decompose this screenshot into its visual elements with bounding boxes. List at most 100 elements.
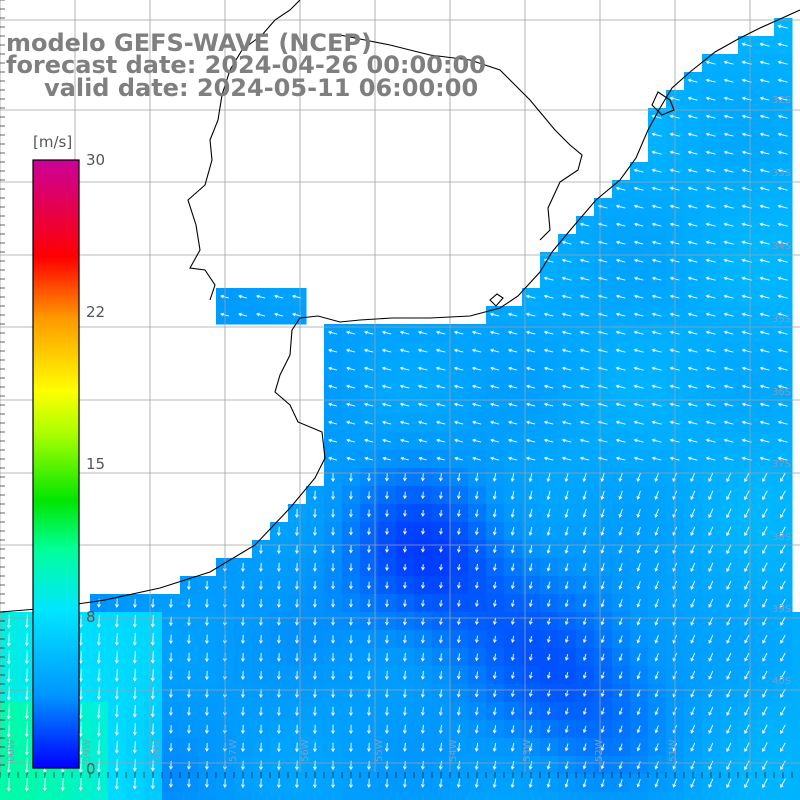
wind-arrow [528,760,533,770]
wind-arrow [726,562,732,572]
wind-arrow [402,760,407,770]
wind-speed-cell [108,792,127,800]
wind-arrow [489,330,500,335]
wind-arrow [453,348,464,353]
wind-arrow [258,598,263,608]
wind-arrow [490,456,500,461]
wind-arrow [366,778,371,789]
wind-arrow [543,420,554,425]
wind-arrow [654,472,660,482]
wind-speed-cell [0,792,19,800]
wind-arrow [744,562,750,572]
wind-arrow [132,777,137,790]
wind-arrow [492,545,497,554]
wind-arrow [507,348,518,353]
wind-arrow [294,580,299,590]
wind-speed-cell [18,792,37,800]
wind-arrow [346,330,356,335]
wind-arrow [399,348,410,353]
longitude-label: 54W [448,739,459,762]
wind-arrow [402,599,407,608]
wind-arrow [600,707,605,716]
wind-arrow [600,671,605,680]
wind-arrow [168,743,173,752]
wind-arrow [456,473,461,482]
wind-arrow [579,402,590,407]
wind-arrow [543,330,554,335]
wind-arrow [759,222,770,227]
wind-arrow [546,761,551,770]
wind-speed-cell [252,792,271,800]
wind-arrow [561,366,572,371]
wind-arrow [186,634,191,645]
wind-arrow [238,294,248,299]
wind-arrow [474,760,479,770]
wind-arrow [384,724,389,734]
wind-arrow [331,527,335,536]
wind-arrow [762,760,768,771]
wind-arrow [385,581,389,590]
wind-arrow [508,438,518,443]
wind-arrow [690,544,696,554]
colorbar-tick: 15 [86,455,106,473]
wind-arrow [705,222,716,227]
wind-arrow [366,652,371,662]
wind-arrow [582,761,587,770]
delta-outline [489,293,504,307]
wind-arrow [418,438,428,443]
wind-arrow [24,614,29,629]
wind-arrow [651,384,662,389]
wind-arrow [633,456,644,461]
wind-speed-cell [792,738,800,757]
wind-arrow [654,544,659,554]
wind-arrow [546,653,551,661]
wind-arrow [705,420,716,425]
wind-arrow [579,420,590,425]
wind-arrow [636,707,641,716]
wind-arrow [618,472,623,482]
wind-arrow [615,384,626,389]
wind-arrow [24,757,29,774]
wind-arrow [690,688,696,698]
wind-arrow [367,545,371,554]
wind-arrow [633,384,644,389]
wind-arrow [331,760,335,771]
wind-arrow [384,617,389,626]
wind-arrow [346,366,356,371]
wind-arrow [240,634,245,644]
wind-arrow [258,634,263,644]
wind-arrow [186,743,191,752]
wind-arrow [780,598,786,608]
colorbar-tick: 22 [86,303,106,321]
wind-arrow [651,168,662,173]
wind-speed-cell [630,792,649,800]
wind-arrow [618,635,623,644]
wind-arrow [240,742,245,753]
wind-arrow [384,706,389,717]
wind-arrow [618,562,623,572]
wind-arrow [114,759,119,772]
wind-arrow [114,615,119,628]
wind-arrow [6,686,11,701]
wind-arrow [564,599,569,608]
wind-arrow [687,114,698,119]
wind-arrow [705,276,716,281]
wind-arrow [438,653,443,662]
wind-arrow [705,240,716,245]
wind-arrow [6,703,11,720]
wind-speed-cell [720,792,739,800]
wind-arrow [528,653,533,661]
wind-arrow [492,563,497,572]
wind-arrow [349,706,353,717]
wind-arrow [24,668,29,683]
wind-arrow [687,168,698,173]
wind-arrow [420,778,425,788]
colorbar [32,159,80,769]
wind-arrow [132,705,137,718]
wind-arrow [744,724,750,734]
wind-arrow [240,580,245,590]
wind-arrow [579,348,590,353]
wind-arrow [543,276,554,281]
wind-arrow [384,778,389,788]
wind-arrow [276,760,281,771]
